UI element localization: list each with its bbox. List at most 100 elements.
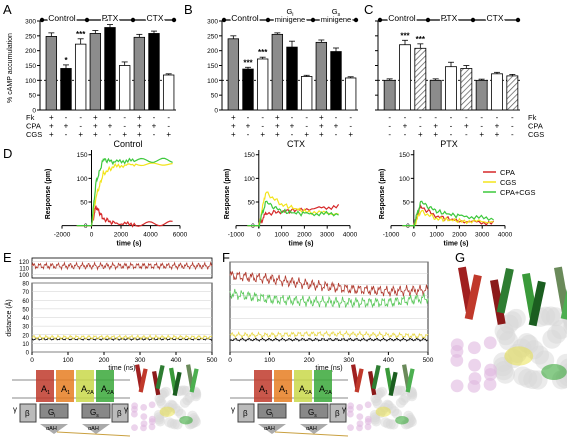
alpha-ah-domain xyxy=(258,424,286,434)
alpha-helix-highlight xyxy=(179,416,193,425)
condition-sign: - xyxy=(465,130,468,139)
bar-panel-A: 050100150200250300+++-+---++++-+---++++-… xyxy=(25,12,177,139)
receptor-block xyxy=(294,370,312,402)
condition-sign: + xyxy=(290,122,295,131)
legend-label: CPA xyxy=(500,168,515,177)
group-label: PTX xyxy=(441,13,458,23)
x-tick-label: 4000 xyxy=(498,232,513,239)
gs-label: Gs xyxy=(90,408,99,419)
bar xyxy=(89,33,102,111)
y-tick-label: 80 xyxy=(22,282,29,288)
condition-sign: + xyxy=(319,130,324,139)
series-line-CPA+CGS xyxy=(402,200,494,228)
x-tick-label: 0 xyxy=(257,232,261,239)
y-tick-label: 100 xyxy=(25,78,36,85)
y-tick-label: 100 xyxy=(207,78,218,85)
condition-sign: + xyxy=(49,113,54,122)
significance-star: *** xyxy=(76,30,86,39)
group-dot xyxy=(130,17,136,23)
receptor-label: A1 xyxy=(259,384,268,396)
condition-sign: - xyxy=(153,130,156,139)
condition-sign: - xyxy=(291,130,294,139)
condition-sign: - xyxy=(404,113,407,122)
bar xyxy=(118,65,131,111)
panel-letter-A: A xyxy=(3,2,12,17)
gi-protein xyxy=(39,403,69,419)
condition-sign: + xyxy=(246,122,251,131)
condition-sign: - xyxy=(167,122,170,131)
bar xyxy=(227,38,240,111)
condition-sign: - xyxy=(419,122,422,131)
connector-line xyxy=(56,431,131,437)
bar xyxy=(148,33,160,111)
protein-blob xyxy=(551,319,567,340)
receptor-label: A1 xyxy=(61,384,70,396)
y-tick-label: 40 xyxy=(22,316,29,322)
y-tick-label: 100 xyxy=(77,176,88,183)
condition-sign: + xyxy=(137,122,142,131)
gamma-label: γ xyxy=(231,405,235,414)
condition-sign: - xyxy=(450,113,453,122)
condition-sign: + xyxy=(495,130,500,139)
x-tick-label: 100 xyxy=(264,357,275,364)
y-tick-label: 0 xyxy=(406,223,410,230)
gamma-label: γ xyxy=(124,405,128,414)
y-tick-label: 0 xyxy=(214,108,218,115)
x-axis-label: time (s) xyxy=(117,241,142,248)
protein-blob xyxy=(140,403,148,411)
condition-sign: + xyxy=(495,122,500,131)
x-tick-label: 200 xyxy=(304,357,315,364)
group-dot xyxy=(353,17,359,23)
x-axis-label: time (s) xyxy=(289,241,314,248)
protein-blob xyxy=(140,413,148,421)
condition-sign: + xyxy=(78,130,83,139)
response-panel-1: 0 50 100 150 -1000 0 1000 2000 3000 4000 time (s) R… xyxy=(224,139,358,248)
y-tick-label: 50 xyxy=(80,200,88,207)
md-panel-F: 0 100 200 300 400 500 time (ns) xyxy=(228,261,434,372)
condition-sign: + xyxy=(319,113,324,122)
receptor-label: A1 xyxy=(41,384,50,396)
condition-sign: + xyxy=(433,130,438,139)
y-tick-label: 0 xyxy=(251,223,255,230)
protein-blob xyxy=(131,405,138,413)
y-tick-label: 0 xyxy=(32,108,36,115)
protein-blob xyxy=(468,358,482,372)
helix-cylinder xyxy=(405,368,415,393)
beta-label: β xyxy=(243,409,248,418)
condition-sign: - xyxy=(450,122,453,131)
condition-sign: - xyxy=(465,113,468,122)
y-axis-label: Response (pm) xyxy=(379,169,386,220)
condition-sign: - xyxy=(404,130,407,139)
condition-sign: - xyxy=(123,113,126,122)
protein-blob xyxy=(190,416,201,427)
significance-star: * xyxy=(64,56,68,65)
condition-sign: + xyxy=(93,122,98,131)
panel-letter-F: F xyxy=(222,250,230,265)
condition-sign: + xyxy=(260,130,265,139)
alpha-helix-highlight xyxy=(159,406,175,417)
condition-sign: + xyxy=(275,122,280,131)
protein-blob xyxy=(346,410,354,418)
helix-cylinder xyxy=(371,365,381,390)
condition-sign: - xyxy=(65,130,68,139)
y-tick-label: 70 xyxy=(22,290,29,296)
x-tick-label: 4000 xyxy=(143,232,158,239)
protein-blob xyxy=(467,341,481,355)
protein-blob xyxy=(148,418,156,425)
helix-cylinder xyxy=(138,368,148,393)
helix-cylinder xyxy=(388,371,398,396)
condition-sign: - xyxy=(450,130,453,139)
y-axis-label-E: distance (Å) xyxy=(4,299,13,336)
condition-sign: - xyxy=(291,113,294,122)
alpha-helix-highlight xyxy=(541,364,567,380)
condition-sign: - xyxy=(123,122,126,131)
y-tick-label: 50 xyxy=(248,200,256,207)
row-label: CGS xyxy=(528,130,544,139)
group-dot xyxy=(265,17,271,23)
bar xyxy=(399,44,411,111)
condition-sign: + xyxy=(93,130,98,139)
legend-label: CGS xyxy=(500,178,516,187)
helix-cylinder xyxy=(496,267,514,314)
significance-star: *** xyxy=(400,31,410,40)
